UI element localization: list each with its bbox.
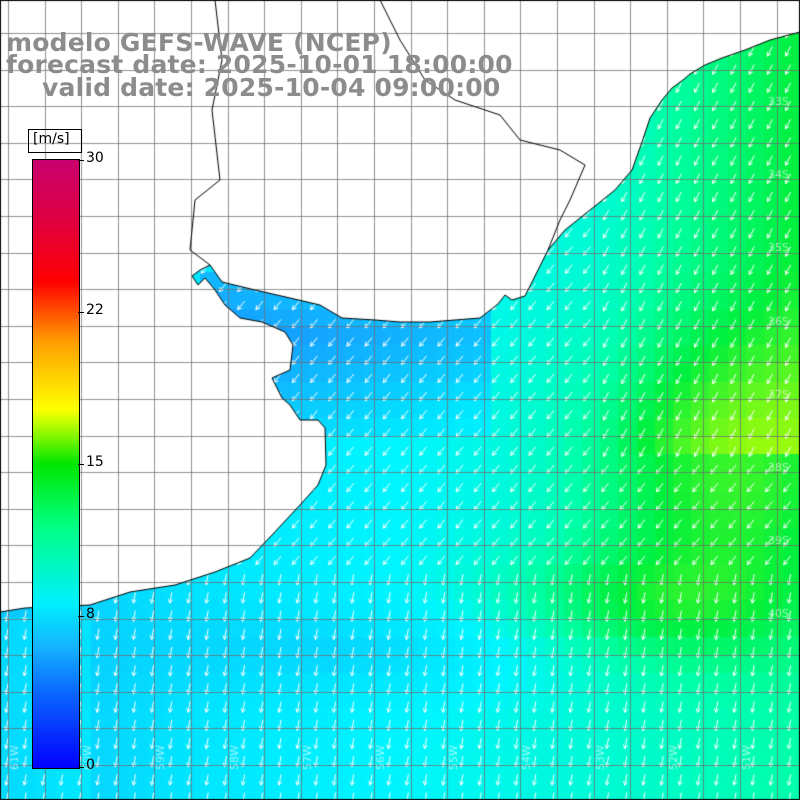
colorbar-tick-label: 8 — [86, 606, 95, 622]
colorbar-unit: [m/s] — [33, 131, 70, 147]
colorbar-unit-box — [28, 129, 82, 153]
colorbar-tickmark — [78, 160, 84, 161]
colorbar-tickmark — [78, 464, 84, 465]
colorbar-tick-label: 15 — [86, 454, 104, 470]
colorbar-tick-label: 22 — [86, 302, 104, 318]
colorbar-tick-label: 30 — [86, 150, 104, 166]
forecast-date: forecast date: 2025-10-01 18:00:00 — [6, 50, 513, 79]
model-title: modelo GEFS-WAVE (NCEP) — [6, 28, 392, 57]
colorbar — [32, 159, 80, 769]
colorbar-tickmark — [78, 312, 84, 313]
valid-date: valid date: 2025-10-04 09:00:00 — [42, 73, 501, 102]
colorbar-tickmark — [78, 616, 84, 617]
colorbar-tickmark — [78, 767, 84, 768]
colorbar-tick-label: 0 — [86, 757, 95, 773]
